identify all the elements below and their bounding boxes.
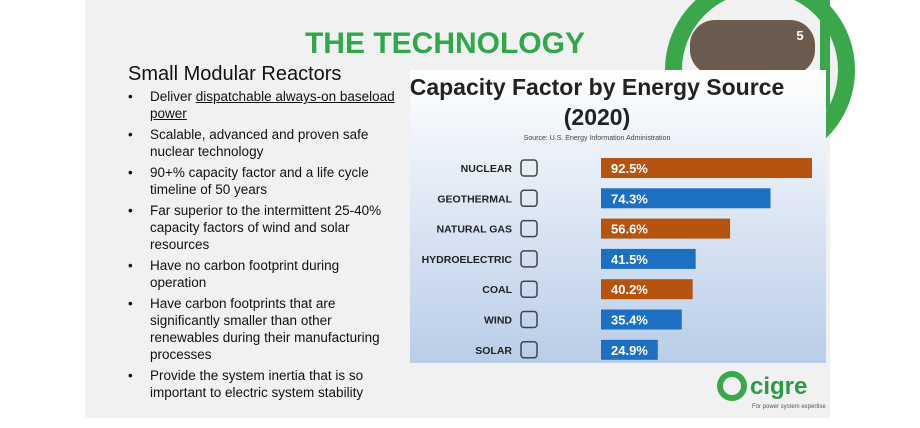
chart-title: Capacity Factor by Energy Source (2020) [410,74,785,130]
photo [690,20,815,75]
bullet: Provide the system inertia that is so im… [128,367,398,401]
category-label: HYDROELECTRIC [422,254,513,266]
bullet: Deliver dispatchable always-on baseload … [128,88,398,122]
decor-edge [820,0,830,110]
page-number: 5 [796,28,803,43]
category-label: NATURAL GAS [437,224,512,236]
value-label: 35.4% [611,313,648,328]
subtitle: Small Modular Reactors [128,63,341,85]
category-label: NUCLEAR [461,163,513,175]
bullet-text: Deliver [150,89,193,104]
logo-mark-inner [723,377,741,395]
bar [601,248,696,269]
bullet: Have carbon footprints that are signific… [128,295,398,363]
category-label: WIND [484,315,512,327]
bar [601,158,812,178]
category-label: COAL [482,284,512,296]
bar [601,188,771,209]
slide-title: THE TECHNOLOGY [305,27,585,60]
bullet-underlined: dispatchable always-on baseload power [150,89,395,121]
bars: NUCLEAR 92.5% GEOTHERMAL 74.3% NATURAL GAS 56… [422,158,812,360]
category-label: GEOTHERMAL [437,193,512,205]
category-icon [520,250,538,268]
bullet: Have no carbon footprint during operatio… [128,257,398,291]
category-icon [520,219,538,238]
value-label: 74.3% [611,191,648,206]
category-icon [520,189,538,208]
bar [601,309,682,330]
bullet: 90+% capacity factor and a life cycle ti… [128,164,398,198]
value-label: 24.9% [611,343,648,358]
chart-source: Source: U.S. Energy Information Administ… [524,135,671,142]
value-label: 56.6% [611,222,648,237]
value-label: 40.2% [611,282,648,297]
bullet-list: Deliver dispatchable always-on baseload … [128,88,398,405]
bullet: Far superior to the intermittent 25-40% … [128,202,398,253]
logo-tagline: For power system expertise [752,404,826,410]
value-label: 41.5% [611,252,648,267]
category-icon [520,310,538,329]
logo-text: cigre [750,373,807,400]
bullet: Scalable, advanced and proven safe nucle… [128,126,398,160]
bar [601,279,693,300]
category-icon [520,280,538,298]
category-label: SOLAR [475,345,512,357]
bar [601,218,731,239]
bar [601,339,658,360]
value-label: 92.5% [611,161,648,176]
category-icon [520,341,538,359]
category-icon [520,159,538,177]
